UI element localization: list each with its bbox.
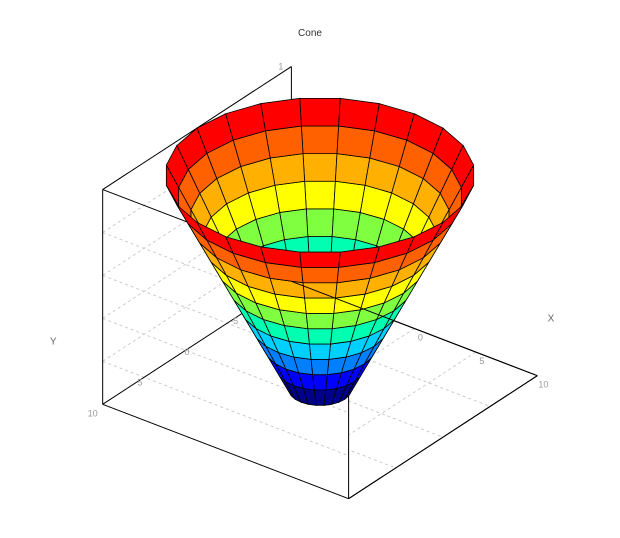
svg-text:5: 5	[479, 356, 484, 366]
svg-text:-5: -5	[230, 316, 238, 326]
plot-svg: 00.20.40.60.81-10-50510-10-50510XY	[0, 0, 620, 538]
svg-text:X: X	[548, 314, 555, 325]
svg-text:10: 10	[538, 380, 548, 390]
svg-text:10: 10	[88, 408, 98, 418]
svg-text:0: 0	[418, 333, 423, 343]
svg-text:Y: Y	[50, 337, 57, 348]
svg-text:1: 1	[278, 62, 283, 72]
svg-text:0: 0	[185, 347, 190, 357]
svg-text:5: 5	[137, 378, 142, 388]
cone-3d-chart: Cone 00.20.40.60.81-10-50510-10-50510XY	[0, 0, 620, 538]
